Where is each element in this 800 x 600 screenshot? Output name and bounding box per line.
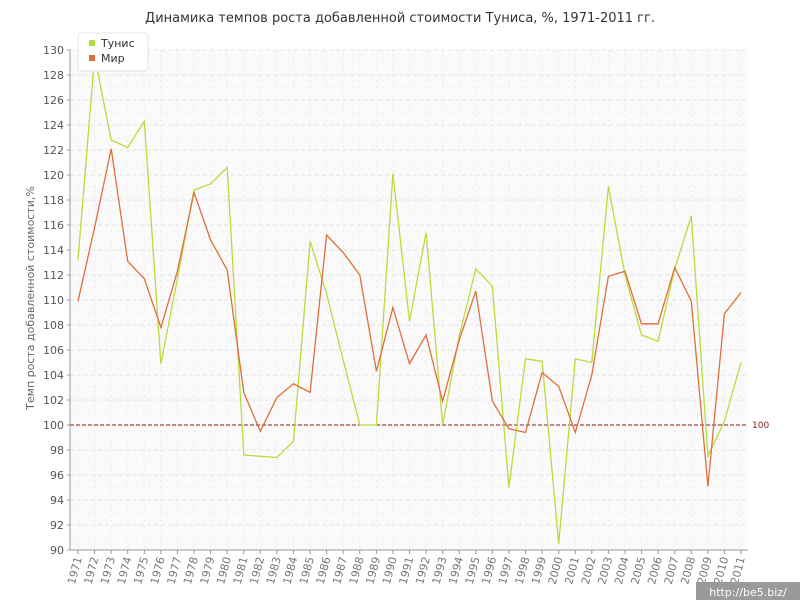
y-tick-label: 122: [43, 144, 64, 157]
series-group: [77, 56, 742, 544]
gridlines: [70, 49, 748, 551]
y-tick-label: 116: [43, 219, 64, 232]
reference-line-label: 100: [752, 421, 769, 431]
x-tick-label: 2011: [728, 555, 748, 585]
legend-label-tunisia: Тунис: [100, 37, 135, 50]
y-tick-label: 128: [43, 69, 64, 82]
y-tick-label: 96: [50, 469, 64, 482]
legend-swatch-tunisia: [89, 40, 95, 46]
y-tick-label: 124: [43, 119, 64, 132]
y-tick-label: 108: [43, 319, 64, 332]
y-tick-label: 112: [43, 269, 64, 282]
y-tick-label: 104: [43, 369, 64, 382]
y-tick-label: 102: [43, 394, 64, 407]
y-tick-label: 92: [50, 519, 64, 532]
y-tick-label: 118: [43, 194, 64, 207]
axes: [67, 49, 748, 554]
legend-label-world: Мир: [101, 52, 125, 65]
y-tick-label: 100: [43, 419, 64, 432]
y-tick-label: 114: [43, 244, 64, 257]
y-tick-label: 90: [50, 544, 64, 557]
reference-line-group: 100: [70, 421, 769, 431]
y-tick-label: 126: [43, 94, 64, 107]
legend-swatch-world: [89, 55, 95, 61]
y-tick-label: 94: [50, 494, 64, 507]
y-tick-label: 130: [43, 44, 64, 57]
y-tick-label: 110: [43, 294, 64, 307]
watermark-text: http://be5.biz/: [709, 586, 787, 599]
y-tick-label: 106: [43, 344, 64, 357]
y-tick-label: 98: [50, 444, 64, 457]
chart-title: Динамика темпов роста добавленной стоимо…: [145, 11, 655, 26]
series-line-world: [77, 148, 742, 487]
y-tick-label: 120: [43, 169, 64, 182]
y-axis-label: Темп роста добавленной стоимости,%: [24, 186, 37, 411]
legend: Тунис Мир: [77, 32, 149, 72]
watermark: http://be5.biz/: [696, 582, 800, 600]
legend-box: [77, 32, 149, 72]
watermark-background: [696, 582, 800, 600]
